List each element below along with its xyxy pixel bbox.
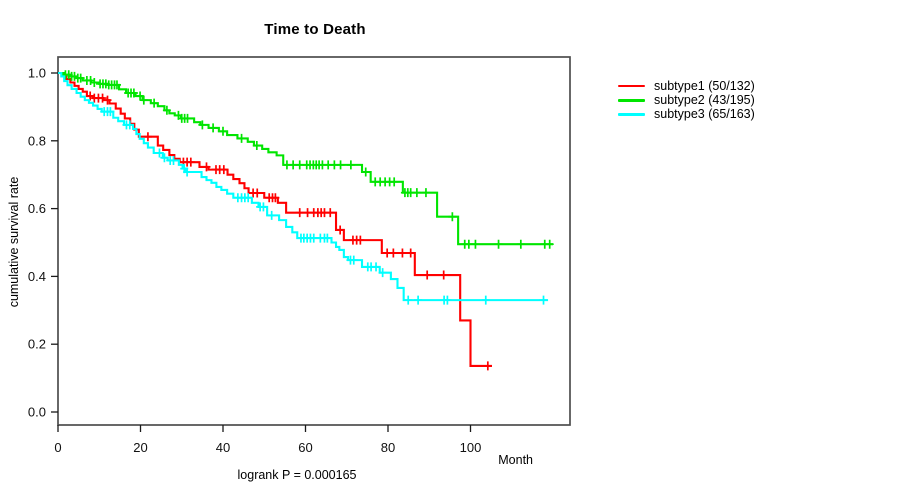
censor-mark-subtype1 (406, 248, 415, 258)
censor-mark-subtype3 (404, 295, 413, 305)
censor-mark-subtype2 (136, 91, 145, 101)
censor-mark-subtype3 (106, 107, 115, 117)
censor-mark-subtype2 (198, 120, 207, 130)
censor-mark-subtype3 (349, 255, 358, 265)
x-axis-tick-label: 0 (54, 440, 61, 455)
censor-mark-subtype3 (323, 233, 332, 243)
censor-mark-subtype3 (244, 193, 253, 203)
legend-item-subtype1: subtype1 (50/132) (618, 79, 755, 93)
censor-mark-subtype2 (219, 126, 227, 136)
censor-mark-subtype3 (125, 120, 134, 130)
legend-line-subtype3 (618, 113, 645, 116)
censor-mark-subtype1 (98, 93, 107, 103)
legend-item-subtype3: subtype3 (65/163) (618, 107, 755, 121)
x-axis-tick-label: 80 (381, 440, 395, 455)
censor-mark-subtype2 (471, 239, 480, 249)
legend-line-subtype1 (618, 84, 645, 88)
censor-mark-subtype2 (252, 141, 261, 151)
censor-mark-subtype2 (183, 113, 192, 123)
censor-mark-subtype3 (155, 148, 164, 158)
legend-label-subtype3: subtype3 (65/163) (654, 107, 755, 122)
y-axis-tick-label: 1.0 (28, 66, 46, 81)
survival-curve-subtype3 (58, 71, 549, 302)
plot-border (57, 56, 571, 426)
censor-mark-subtype3 (443, 295, 452, 305)
censor-mark-subtype2 (494, 239, 503, 249)
x-axis-label: Month (498, 453, 533, 467)
censor-mark-subtype1 (389, 248, 398, 258)
censor-mark-subtype1 (253, 188, 262, 198)
censor-mark-subtype1 (143, 132, 152, 142)
x-axis-tick-label: 60 (298, 440, 312, 455)
censor-mark-subtype2 (129, 88, 138, 98)
censor-mark-subtype3 (414, 295, 423, 305)
censor-mark-subtype2 (545, 239, 554, 249)
survival-curve-subtype1 (58, 71, 492, 367)
censor-mark-subtype2 (295, 160, 304, 170)
censor-mark-subtype2 (516, 239, 525, 249)
x-axis-tick-label: 40 (216, 440, 230, 455)
chart-title: Time to Death (264, 21, 366, 38)
censor-mark-subtype1 (423, 270, 432, 280)
y-axis-tick-label: 0.8 (28, 133, 46, 148)
logrank-annotation: logrank P = 0.000165 (237, 468, 357, 482)
censor-mark-subtype2 (90, 77, 99, 87)
censor-mark-subtype2 (162, 105, 171, 115)
censor-mark-subtype2 (412, 188, 421, 198)
censor-mark-subtype1 (483, 361, 492, 371)
legend-label-subtype1: subtype1 (50/132) (654, 79, 755, 94)
censor-mark-subtype2 (112, 80, 121, 90)
censor-mark-subtype2 (76, 73, 85, 83)
y-axis-label: cumulative survival rate (7, 176, 21, 308)
censor-mark-subtype1 (326, 208, 335, 218)
legend: subtype1 (50/132) subtype2 (43/195) subt… (618, 79, 755, 122)
legend-label-subtype2: subtype2 (43/195) (654, 93, 755, 108)
censor-mark-subtype2 (421, 188, 430, 198)
y-axis-tick-label: 0.4 (28, 269, 46, 284)
censor-mark-subtype3 (372, 262, 381, 272)
censor-mark-subtype1 (186, 157, 195, 167)
censor-mark-subtype3 (267, 210, 276, 220)
censor-mark-subtype2 (139, 95, 148, 105)
x-axis-tick-label: 100 (460, 440, 482, 455)
censor-mark-subtype1 (336, 225, 345, 235)
censor-mark-subtype2 (361, 167, 370, 177)
censor-mark-subtype2 (346, 160, 355, 170)
censor-mark-subtype1 (356, 235, 365, 245)
censor-mark-subtype1 (202, 162, 211, 172)
censor-mark-subtype3 (539, 295, 548, 305)
censor-mark-subtype3 (183, 167, 192, 177)
censor-mark-subtype2 (237, 133, 246, 143)
censor-mark-subtype1 (398, 248, 407, 258)
y-axis-tick-label: 0.6 (28, 201, 46, 216)
censor-mark-subtype3 (259, 202, 268, 212)
censor-mark-subtype3 (378, 268, 387, 278)
y-axis-tick-label: 0.2 (28, 337, 46, 352)
legend-line-subtype2 (618, 98, 645, 102)
censor-mark-subtype2 (390, 177, 399, 187)
censor-mark-subtype3 (169, 155, 178, 165)
censor-mark-subtype1 (219, 165, 228, 175)
censor-mark-subtype2 (336, 160, 345, 170)
censor-mark-subtype1 (439, 270, 448, 280)
survival-curve-subtype2 (58, 71, 553, 246)
censor-mark-subtype2 (150, 98, 159, 108)
legend-item-subtype2: subtype2 (43/195) (618, 93, 755, 107)
censor-mark-subtype1 (103, 95, 112, 105)
censor-mark-subtype3 (481, 295, 490, 305)
x-axis-tick-label: 20 (133, 440, 147, 455)
censor-mark-subtype1 (86, 91, 95, 101)
censor-mark-subtype1 (271, 193, 280, 203)
censor-mark-subtype2 (86, 75, 95, 85)
censor-mark-subtype2 (448, 212, 457, 222)
censor-mark-subtype3 (160, 153, 169, 163)
censor-mark-subtype2 (209, 123, 218, 133)
censor-mark-subtype1 (295, 208, 304, 218)
y-axis-tick-label: 0.0 (28, 405, 46, 420)
